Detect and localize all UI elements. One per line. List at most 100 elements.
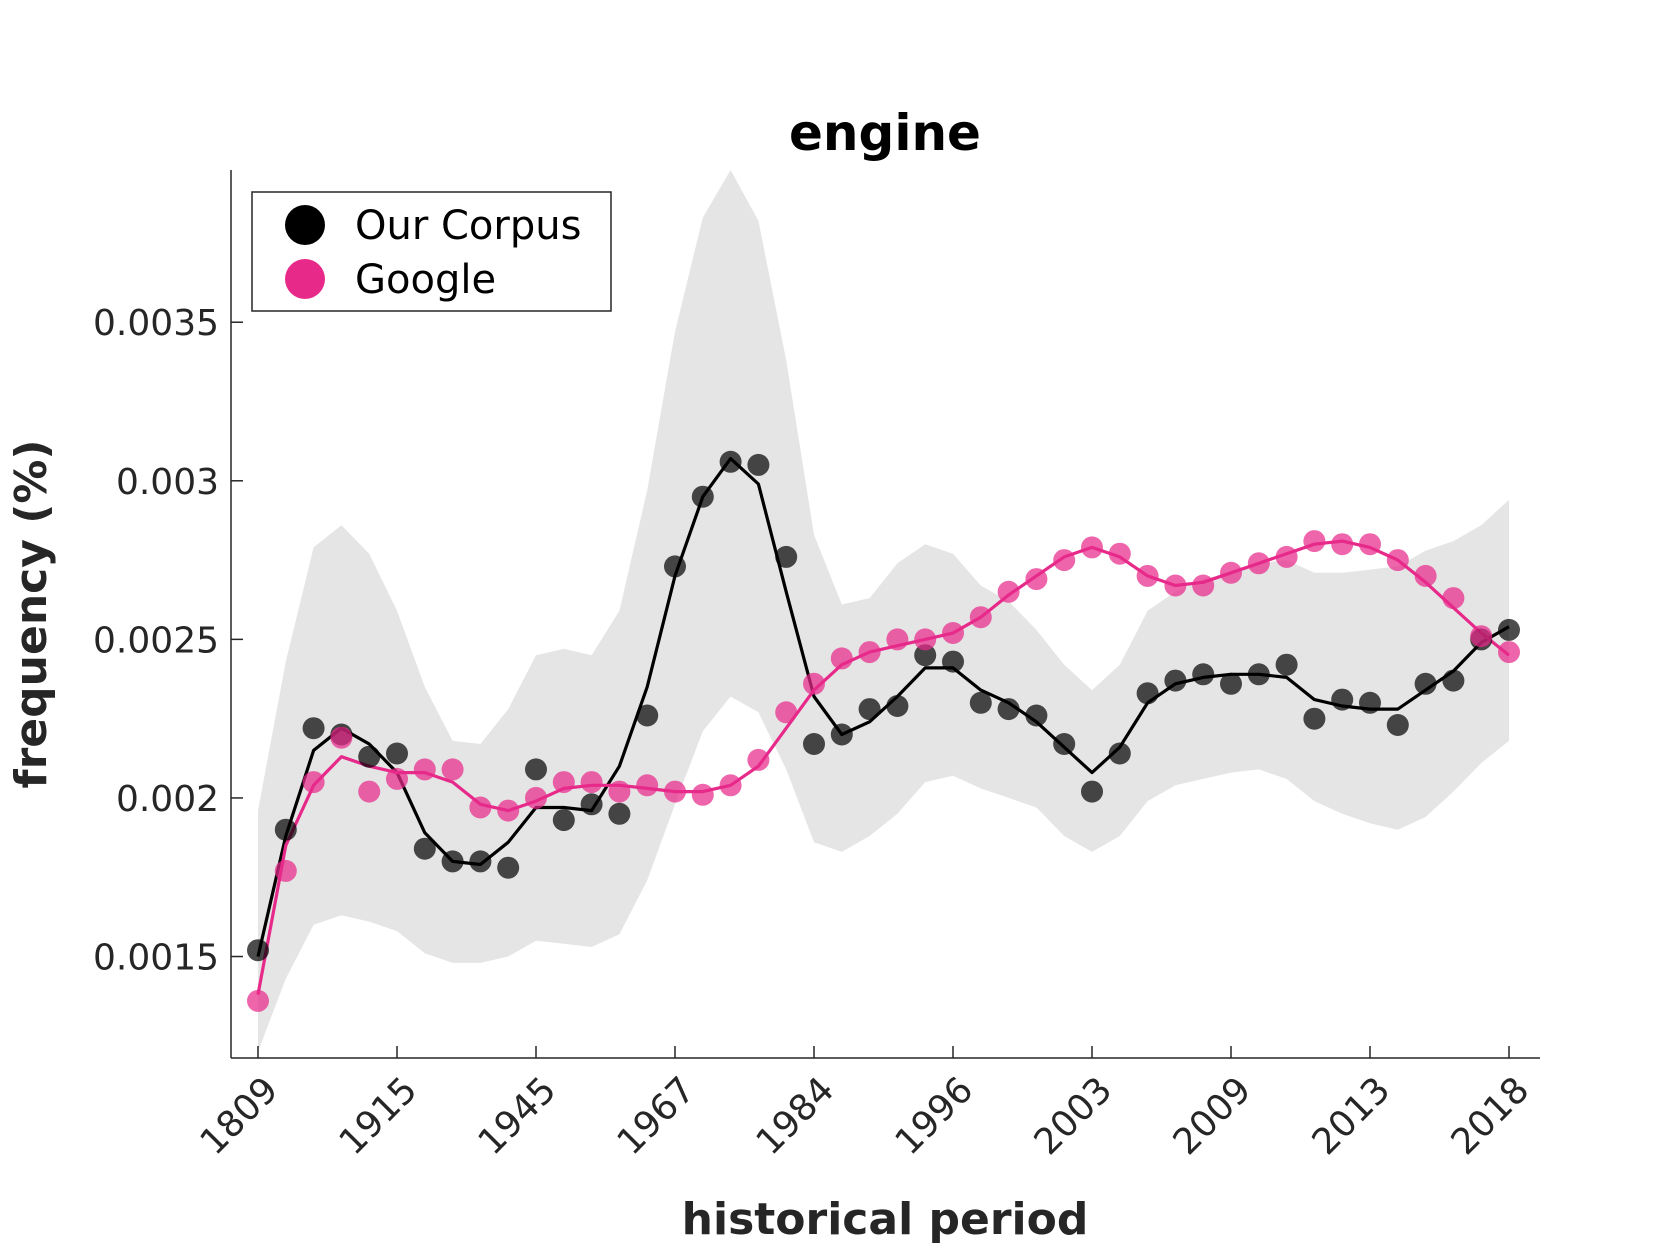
x-tick-label: 1915 <box>332 1069 426 1163</box>
x-tick-label: 2003 <box>1027 1069 1121 1163</box>
data-point-our-corpus <box>1442 669 1465 692</box>
chart-title: engine <box>789 104 981 162</box>
data-point-google <box>1331 533 1354 556</box>
data-point-google <box>1498 641 1520 664</box>
data-point-our-corpus <box>1275 653 1298 676</box>
data-point-google <box>1053 549 1076 572</box>
data-point-our-corpus <box>1108 742 1131 765</box>
data-point-google <box>803 672 825 695</box>
data-point-our-corpus <box>886 695 909 717</box>
data-point-our-corpus <box>997 698 1020 721</box>
data-point-google <box>775 701 798 724</box>
data-point-google <box>719 774 742 797</box>
data-point-our-corpus <box>1414 672 1437 695</box>
data-point-google <box>1359 533 1381 556</box>
data-point-google <box>691 783 714 806</box>
data-point-our-corpus <box>775 545 798 568</box>
x-tick-label: 1984 <box>749 1069 843 1163</box>
data-point-our-corpus <box>942 650 964 673</box>
legend-label-our-corpus: Our Corpus <box>355 203 581 249</box>
axes <box>230 170 1540 1059</box>
data-point-our-corpus <box>1164 669 1187 692</box>
trend-line-our-corpus <box>256 457 1510 957</box>
data-point-our-corpus <box>552 809 575 832</box>
x-tick-label: 1809 <box>193 1069 287 1163</box>
data-point-google <box>1470 625 1493 648</box>
legend-label-google: Google <box>355 257 496 303</box>
data-point-our-corpus <box>1498 618 1520 641</box>
y-ticks: 0.0015 0.002 0.0025 0.003 0.0035 <box>93 303 243 979</box>
data-point-our-corpus <box>413 837 436 860</box>
y-tick-label: 0.0035 <box>93 303 219 344</box>
data-point-our-corpus <box>1247 663 1270 686</box>
data-point-our-corpus <box>469 850 492 873</box>
data-point-google <box>469 796 492 819</box>
data-point-our-corpus <box>1081 780 1103 803</box>
data-point-google <box>358 780 381 803</box>
x-tick-label: 2018 <box>1444 1069 1538 1163</box>
data-point-google <box>914 628 937 651</box>
data-point-google <box>274 859 297 882</box>
data-point-our-corpus <box>1025 704 1048 727</box>
data-point-our-corpus <box>664 555 686 578</box>
x-ticks: 1809 1915 1945 1967 1984 1996 2003 2009 2013 2018 <box>193 1046 1538 1163</box>
y-tick-label: 0.0015 <box>93 938 219 979</box>
data-point-our-corpus <box>1192 663 1215 686</box>
confidence-band-layer <box>258 170 1509 1052</box>
data-point-our-corpus <box>1359 691 1381 714</box>
data-point-google <box>580 771 603 794</box>
confidence-band-our-corpus <box>258 170 1509 1052</box>
data-point-google <box>1386 549 1409 572</box>
data-point-google <box>830 647 853 670</box>
data-point-google <box>608 780 631 803</box>
data-point-our-corpus <box>358 745 381 768</box>
data-point-google <box>525 786 547 809</box>
data-point-our-corpus <box>691 485 714 508</box>
data-point-google <box>1442 587 1465 610</box>
data-point-google <box>413 758 436 781</box>
data-point-our-corpus <box>830 723 853 746</box>
data-point-our-corpus <box>914 644 937 667</box>
data-point-google <box>441 758 464 781</box>
trend-line-layer <box>256 457 1510 995</box>
x-tick-label: 2013 <box>1305 1069 1399 1163</box>
data-point-our-corpus <box>1386 714 1409 736</box>
data-point-our-corpus <box>247 939 269 962</box>
data-point-layer <box>247 450 1520 1012</box>
data-point-google <box>886 628 909 651</box>
x-axis-label: historical period <box>682 1194 1089 1245</box>
data-point-google <box>1081 536 1103 559</box>
data-point-google <box>1108 542 1131 565</box>
y-tick-label: 0.003 <box>116 462 219 503</box>
data-point-our-corpus <box>1303 707 1326 730</box>
data-point-our-corpus <box>719 450 742 473</box>
data-point-our-corpus <box>580 793 603 816</box>
data-point-google <box>1192 574 1215 597</box>
data-point-google <box>247 989 269 1012</box>
data-point-our-corpus <box>525 758 547 781</box>
x-tick-label: 1996 <box>888 1069 982 1163</box>
data-point-google <box>1414 564 1437 587</box>
data-point-our-corpus <box>274 818 297 841</box>
data-point-our-corpus <box>302 717 325 740</box>
data-point-google <box>664 780 686 803</box>
data-point-google <box>942 622 964 644</box>
data-point-our-corpus <box>1331 688 1354 711</box>
data-point-google <box>1025 568 1048 591</box>
data-point-google <box>747 748 770 771</box>
data-point-our-corpus <box>1220 672 1242 695</box>
data-point-google <box>302 771 325 794</box>
data-point-our-corpus <box>386 742 408 765</box>
data-point-our-corpus <box>636 704 659 727</box>
data-point-our-corpus <box>497 856 520 879</box>
data-point-our-corpus <box>608 802 631 825</box>
y-axis-label: frequency (%) <box>6 439 57 788</box>
data-point-google <box>330 726 353 749</box>
data-point-google <box>997 580 1020 603</box>
x-tick-label: 1967 <box>610 1069 704 1163</box>
trend-line-google <box>256 539 1510 995</box>
x-tick-label: 1945 <box>471 1069 565 1163</box>
data-point-our-corpus <box>858 698 881 721</box>
data-point-google <box>1220 561 1242 584</box>
